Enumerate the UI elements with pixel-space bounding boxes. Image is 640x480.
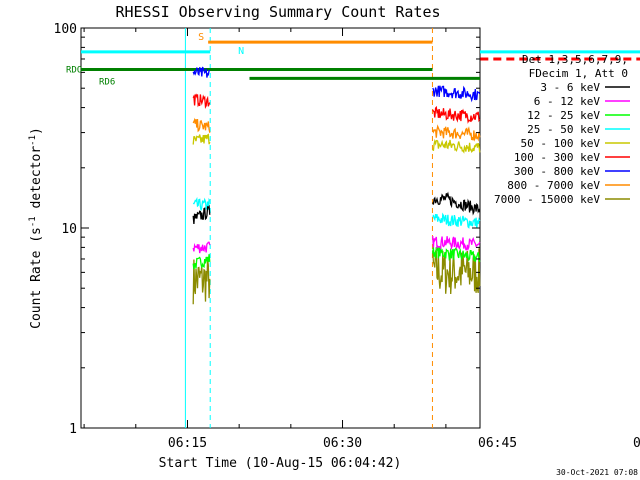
legend-entry-label: 50 - 100 keV (521, 137, 601, 150)
series-layer (192, 66, 481, 305)
night-label: N (238, 46, 244, 57)
y-axis-label-part: Count Rate (s (29, 227, 44, 329)
series-line (192, 248, 481, 305)
series-line (192, 235, 481, 254)
legend-entry-label: 12 - 25 keV (527, 109, 600, 122)
series-line (192, 133, 481, 154)
chart-title: RHESSI Observing Summary Count Rates (115, 3, 440, 21)
series-line (192, 191, 481, 224)
legend-header: Det 1,3,5,6,7,9, (522, 53, 628, 66)
x-tick-label: 06:30 (323, 436, 362, 451)
y-tick-label: 1 (69, 422, 77, 437)
legend-entry-label: 25 - 50 keV (527, 123, 600, 136)
y-axis-label-part: ) (29, 127, 44, 135)
legend-header: FDecim 1, Att 0 (529, 67, 628, 80)
legend: Det 1,3,5,6,7,9,FDecim 1, Att 03 - 6 keV… (494, 53, 630, 206)
series-line (192, 117, 481, 142)
plot-decorations: SNFRDORD6 (66, 28, 640, 428)
y-tick-label: 100 (54, 22, 77, 37)
saa-label: S (198, 32, 204, 43)
x-tick-label: 07:00 (633, 436, 640, 451)
y-axis-label: Count Rate (s-1 detector-1) (28, 127, 44, 329)
legend-entry-label: 6 - 12 keV (534, 95, 601, 108)
y-axis-label-sup: -1 (28, 135, 38, 146)
x-axis-label: Start Time (10-Aug-15 06:04:42) (159, 456, 402, 471)
legend-entry-label: 800 - 7000 keV (507, 179, 600, 192)
x-tick-label: 06:45 (478, 436, 517, 451)
x-tick-label: 06:15 (168, 436, 207, 451)
plot-frame (80, 27, 481, 429)
y-axis-label-part: detector (29, 146, 44, 217)
rd6-label: RD6 (99, 77, 115, 87)
series-line (192, 196, 481, 229)
series-line (192, 66, 481, 103)
legend-entry-label: 100 - 300 keV (514, 151, 600, 164)
y-axis-label-sup: -1 (28, 216, 38, 227)
timestamp: 30-Oct-2021 07:08 (556, 468, 638, 477)
series-line (192, 93, 481, 124)
legend-entry-label: 7000 - 15000 keV (494, 193, 600, 206)
y-tick-label: 10 (61, 222, 77, 237)
legend-entry-label: 3 - 6 keV (540, 81, 600, 94)
legend-entry-label: 300 - 800 keV (514, 165, 600, 178)
rd0-label: RDO (66, 66, 82, 76)
